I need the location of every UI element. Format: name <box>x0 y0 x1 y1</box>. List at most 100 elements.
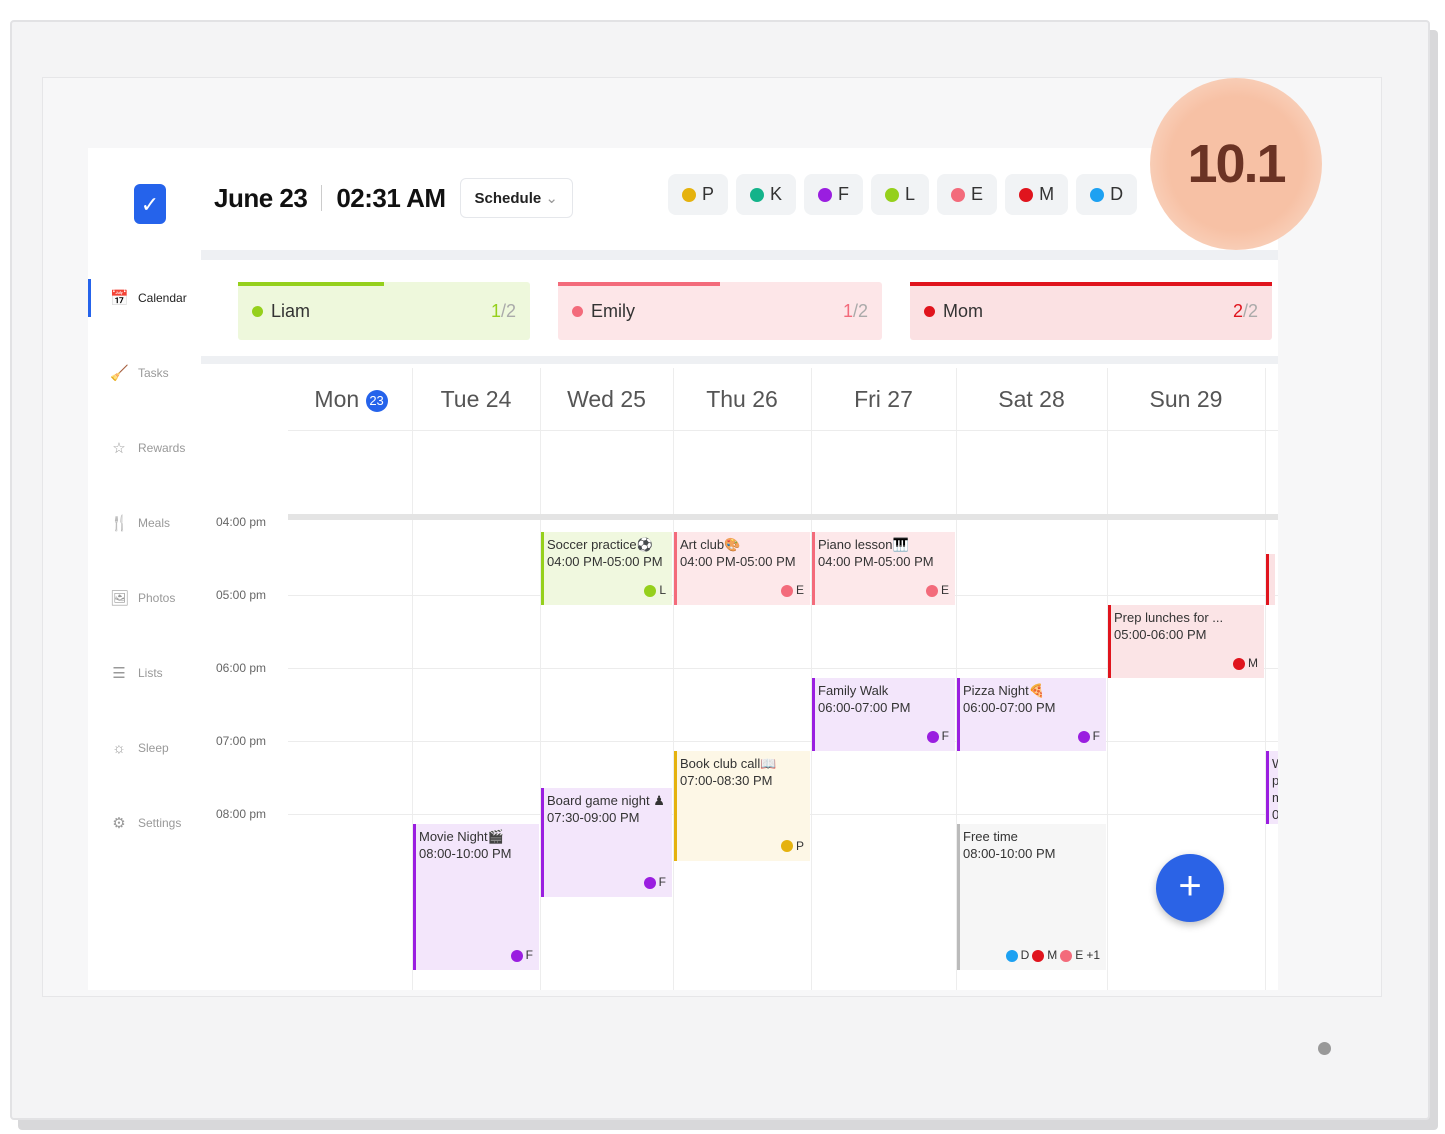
member-color-dot <box>1032 949 1045 962</box>
sidebar-item-meals[interactable]: 🍴 Meals <box>88 504 200 542</box>
date: June 23 <box>214 182 308 213</box>
event-members: P <box>780 838 804 855</box>
event-title: Family Walk <box>818 683 889 698</box>
member-color-dot <box>925 584 938 597</box>
sidebar-item-photos[interactable]: 🖼 Photos <box>88 579 200 617</box>
member-color-dot <box>682 187 696 202</box>
member-color-dot <box>780 840 793 852</box>
event-card[interactable] <box>1266 553 1275 605</box>
screen: ✓ 📅 Calendar 🧹 Tasks ☆ Rewards 🍴 Meals 🖼 Photos ☰ L… <box>88 148 1278 990</box>
column-divider <box>540 368 541 990</box>
divider <box>201 356 1278 364</box>
day-header[interactable]: Sat 28 <box>998 386 1065 412</box>
progress-count: 2/2 <box>1232 300 1258 321</box>
day-header[interactable]: Fri 27 <box>854 386 913 412</box>
sidebar-item-rewards[interactable]: ☆ Rewards <box>88 429 200 467</box>
member-chip[interactable]: F <box>804 174 864 215</box>
row-divider <box>288 430 1278 431</box>
sidebar-item-tasks[interactable]: 🧹 Tasks <box>88 354 200 392</box>
event-time: 07:00-08:00 PM <box>1272 806 1278 824</box>
event-card[interactable]: Art club🎨 04:00 PM-05:00 PM E <box>674 532 810 605</box>
day-header[interactable]: Sun 29 <box>1149 386 1223 412</box>
top-bar: June 23 02:31 AM Schedule ⌄ <box>214 178 573 218</box>
day-header[interactable]: Mon 23 <box>290 386 412 413</box>
member-color-dot <box>572 305 583 317</box>
column-divider <box>1265 368 1266 990</box>
chevron-down-icon: ⌄ <box>545 190 558 207</box>
event-time: 08:00-10:00 PM <box>419 846 512 861</box>
event-card[interactable]: Book club call📖 07:00-08:30 PM P <box>674 751 810 861</box>
event-card[interactable]: Pizza Night🍕 06:00-07:00 PM F <box>957 678 1106 751</box>
sun-icon: ☼ <box>112 739 126 757</box>
member-progress-card[interactable]: Liam 1/2 <box>238 282 530 340</box>
more-members: +1 <box>1086 948 1100 962</box>
member-color-dot <box>510 949 523 962</box>
day-header[interactable]: Thu 26 <box>706 386 778 412</box>
member-initial: P <box>795 838 804 853</box>
member-initial: F <box>1092 729 1100 743</box>
member-initial: D <box>1020 948 1030 962</box>
sidebar-item-settings[interactable]: ⚙ Settings <box>88 804 200 842</box>
event-card[interactable]: Movie Night🎬 08:00-10:00 PM F <box>413 824 539 970</box>
event-card[interactable]: Prep lunches for ... 05:00-06:00 PM M <box>1108 605 1264 678</box>
day-header[interactable]: Tue 24 <box>440 386 512 412</box>
list-icon: ☰ <box>112 665 126 682</box>
sidebar-item-lists[interactable]: ☰ Lists <box>88 654 200 692</box>
member-chip[interactable]: D <box>1076 174 1138 215</box>
member-initial: F <box>941 729 949 743</box>
photo-icon: 🖼 <box>110 590 130 607</box>
event-time: 04:00 PM-05:00 PM <box>818 554 934 569</box>
event-card[interactable]: Piano lesson🎹 04:00 PM-05:00 PM E <box>812 532 955 605</box>
divider <box>321 185 323 211</box>
sidebar-item-label: Photos <box>138 591 176 605</box>
event-card[interactable]: Soccer practice⚽ 04:00 PM-05:00 PM L <box>541 532 672 605</box>
star-icon: ☆ <box>112 440 126 457</box>
event-title: Soccer practice⚽ <box>547 537 653 552</box>
sidebar-item-label: Rewards <box>138 441 186 455</box>
event-members: L <box>644 582 666 599</box>
member-color-dot <box>926 730 939 743</box>
sidebar-item-sleep[interactable]: ☼ Sleep <box>88 729 200 767</box>
view-select[interactable]: Schedule ⌄ <box>459 178 573 218</box>
member-chip[interactable]: E <box>937 174 998 215</box>
event-members: M <box>1233 655 1258 672</box>
sidebar-item-label: Lists <box>138 666 163 680</box>
time-label: 04:00 pm <box>216 515 267 529</box>
column-divider <box>412 368 413 990</box>
member-initial: M <box>1039 184 1055 204</box>
member-initial: L <box>659 583 666 597</box>
event-members: F <box>926 728 949 745</box>
member-initial: E <box>795 583 804 597</box>
member-color-dot <box>818 187 833 202</box>
member-progress-card[interactable]: Mom 2/2 <box>910 282 1272 340</box>
sidebar-item-calendar[interactable]: 📅 Calendar <box>88 279 200 317</box>
event-members: F <box>1077 728 1100 745</box>
event-members: E <box>925 582 949 599</box>
event-card[interactable]: Weekly planning m...07:00-08:00 PMF <box>1266 751 1278 824</box>
member-color-dot <box>924 305 935 317</box>
event-members: D M E +1 <box>1005 947 1100 964</box>
member-chip[interactable]: M <box>1005 174 1069 215</box>
event-card[interactable]: Board game night ♟ 07:30-09:00 PM F <box>541 787 672 897</box>
event-title: Book club call📖 <box>680 756 777 771</box>
event-title: Art club🎨 <box>680 537 741 552</box>
day-header[interactable]: Wed 25 <box>567 386 646 412</box>
app-logo-icon: ✓ <box>134 184 166 224</box>
member-chip[interactable]: L <box>871 174 930 215</box>
add-event-button[interactable]: + <box>1156 854 1224 922</box>
time-label: 05:00 pm <box>216 588 267 602</box>
event-title: Board game night ♟ <box>547 792 665 808</box>
event-card[interactable]: Family Walk 06:00-07:00 PM F <box>812 678 955 751</box>
event-card[interactable]: Free time 08:00-10:00 PM D M E +1 <box>957 824 1106 970</box>
utensils-icon: 🍴 <box>110 515 129 532</box>
event-members: E <box>780 582 804 599</box>
column-divider <box>673 368 674 990</box>
member-color-dot <box>643 876 656 889</box>
member-chip[interactable]: P <box>668 174 729 215</box>
event-time: 05:00-06:00 PM <box>1114 627 1207 642</box>
member-color-dot <box>252 305 263 317</box>
event-title: Piano lesson🎹 <box>818 537 909 552</box>
member-chip[interactable]: K <box>736 174 797 215</box>
member-progress-card[interactable]: Emily 1/2 <box>558 282 882 340</box>
